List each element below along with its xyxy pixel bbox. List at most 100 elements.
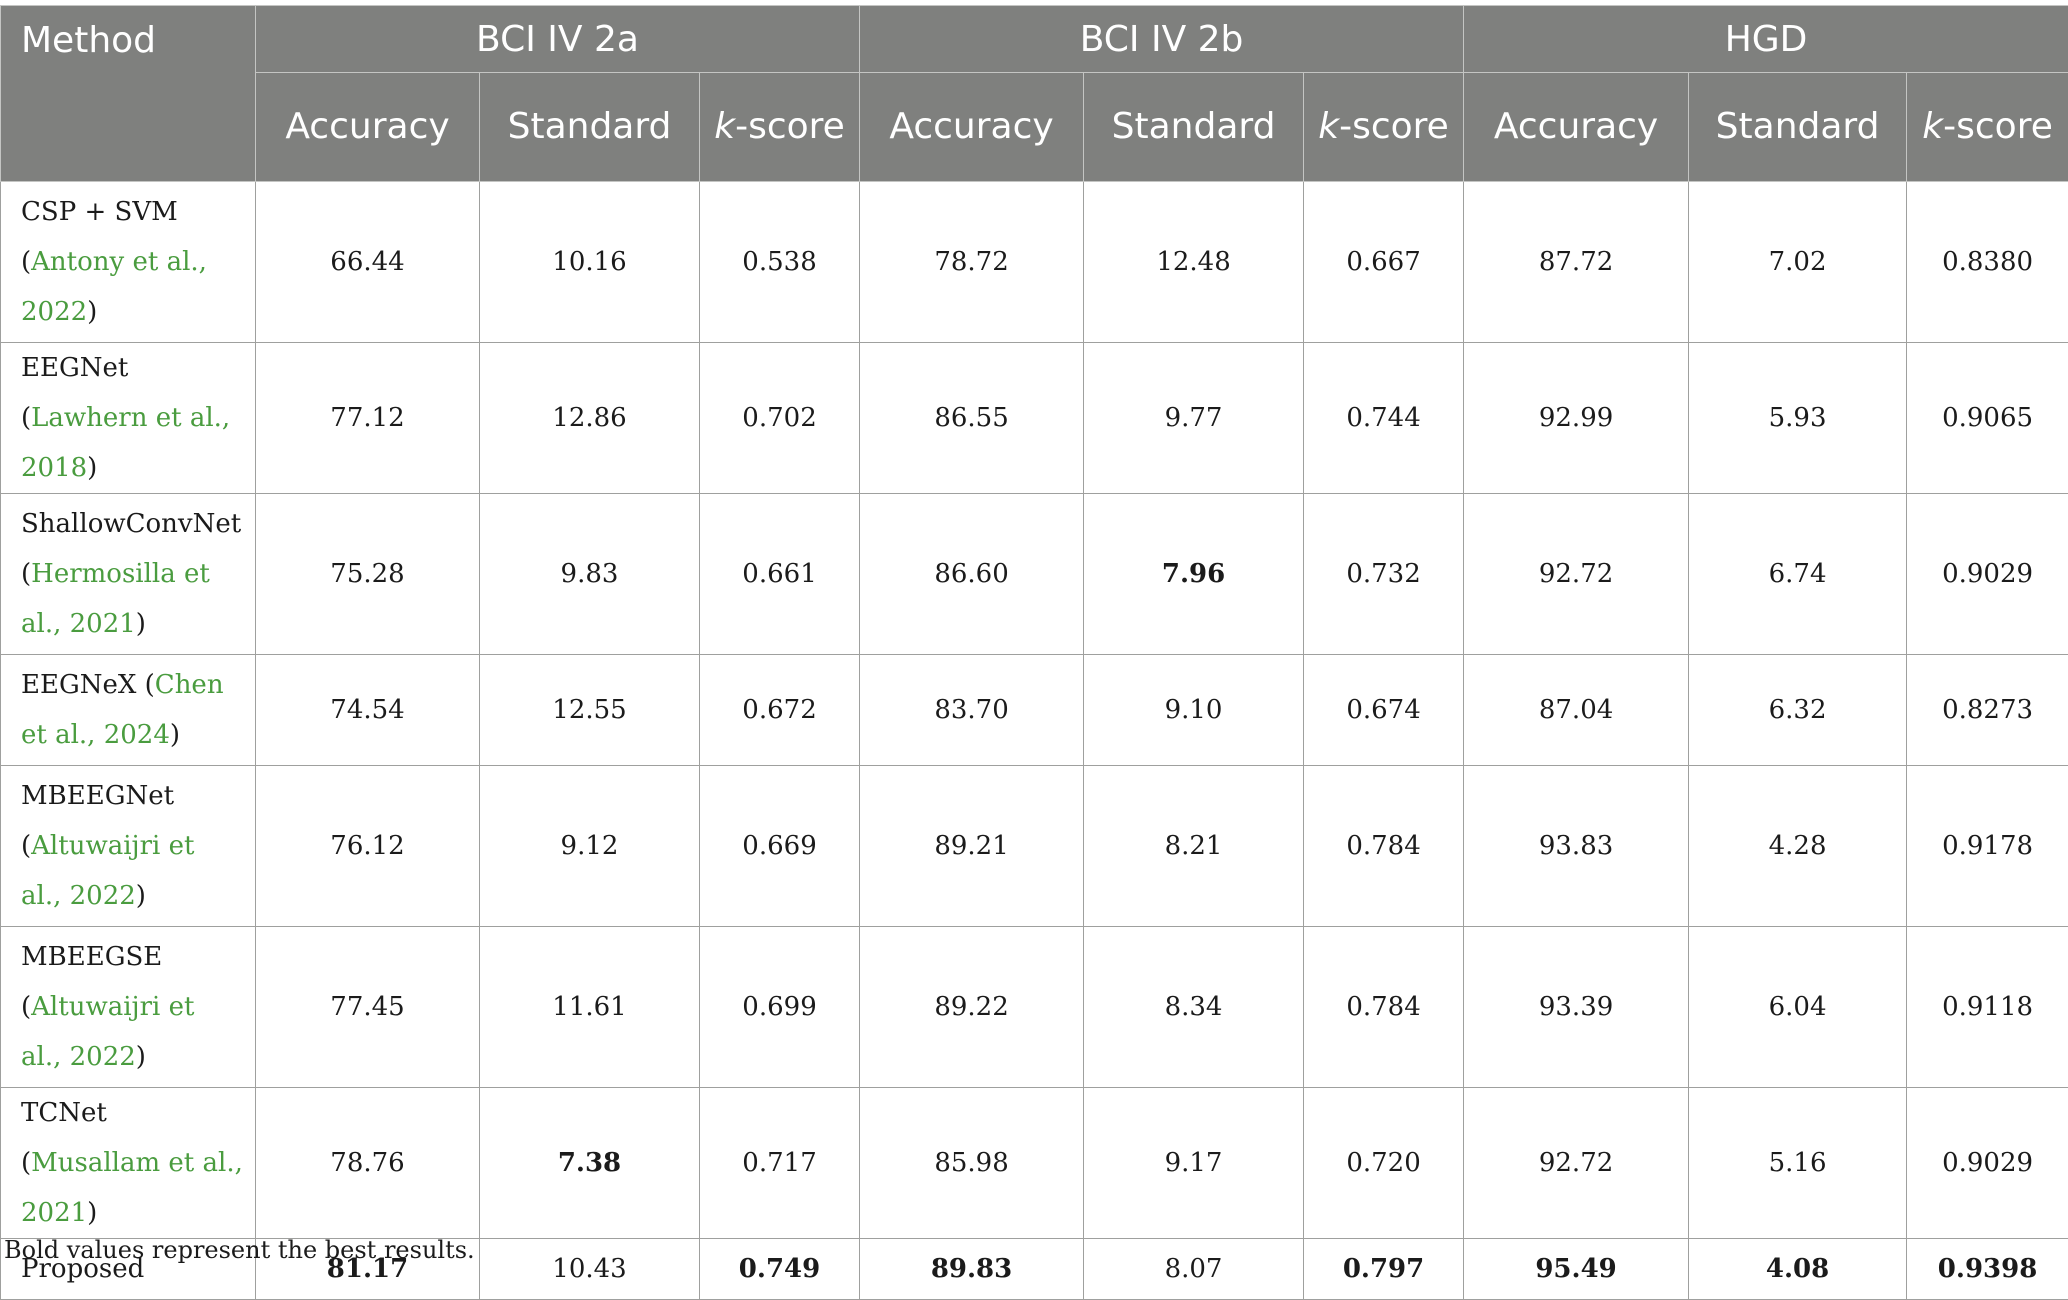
results-table: Method BCI IV 2a BCI IV 2b HGD Accuracy … bbox=[0, 5, 2068, 1300]
value-cell: 0.720 bbox=[1304, 1088, 1464, 1239]
value-cell: 0.669 bbox=[700, 766, 860, 927]
value-cell: 0.9118 bbox=[1907, 927, 2068, 1088]
value-cell: 8.07 bbox=[1084, 1239, 1304, 1300]
method-header: Method bbox=[1, 6, 256, 182]
table-row: EEGNeX (Chen et al., 2024) 74.54 12.55 0… bbox=[1, 655, 2068, 766]
group-header-bci-iv-2a: BCI IV 2a bbox=[256, 6, 860, 73]
value-cell: 8.21 bbox=[1084, 766, 1304, 927]
method-cell: ShallowConvNet(Hermosilla et al., 2021) bbox=[1, 494, 256, 655]
value-cell: 0.8273 bbox=[1907, 655, 2068, 766]
table-row: MBEEGSE(Altuwaijri et al., 2022) 77.45 1… bbox=[1, 927, 2068, 1088]
value-cell: 6.04 bbox=[1689, 927, 1907, 1088]
method-cell: MBEEGSE(Altuwaijri et al., 2022) bbox=[1, 927, 256, 1088]
table-header: Method BCI IV 2a BCI IV 2b HGD Accuracy … bbox=[1, 6, 2068, 182]
value-cell-best: 95.49 bbox=[1464, 1239, 1689, 1300]
table-footnote: Bold values represent the best results. bbox=[4, 1236, 475, 1264]
group-header-bci-iv-2b: BCI IV 2b bbox=[860, 6, 1464, 73]
table-row: TCNet (Musallam et al., 2021) 78.76 7.38… bbox=[1, 1088, 2068, 1239]
method-cell: CSP + SVM(Antony et al., 2022) bbox=[1, 182, 256, 343]
value-cell-best: 0.749 bbox=[700, 1239, 860, 1300]
value-cell-best: 0.9398 bbox=[1907, 1239, 2068, 1300]
value-cell: 0.667 bbox=[1304, 182, 1464, 343]
value-cell: 9.77 bbox=[1084, 343, 1304, 494]
value-cell: 74.54 bbox=[256, 655, 480, 766]
method-cell: EEGNeX (Chen et al., 2024) bbox=[1, 655, 256, 766]
value-cell: 0.717 bbox=[700, 1088, 860, 1239]
value-cell: 89.22 bbox=[860, 927, 1084, 1088]
value-cell: 93.39 bbox=[1464, 927, 1689, 1088]
value-cell: 66.44 bbox=[256, 182, 480, 343]
accuracy-header: Accuracy bbox=[256, 73, 480, 182]
value-cell: 78.76 bbox=[256, 1088, 480, 1239]
kscore-header: k-score bbox=[700, 73, 860, 182]
standard-header: Standard bbox=[1689, 73, 1907, 182]
citation-link[interactable]: Altuwaijri et al., 2022 bbox=[21, 831, 194, 911]
value-cell: 7.02 bbox=[1689, 182, 1907, 343]
value-cell: 92.72 bbox=[1464, 1088, 1689, 1239]
value-cell: 78.72 bbox=[860, 182, 1084, 343]
value-cell: 0.672 bbox=[700, 655, 860, 766]
value-cell: 87.72 bbox=[1464, 182, 1689, 343]
value-cell: 86.55 bbox=[860, 343, 1084, 494]
value-cell: 10.16 bbox=[480, 182, 700, 343]
value-cell: 0.699 bbox=[700, 927, 860, 1088]
value-cell: 11.61 bbox=[480, 927, 700, 1088]
value-cell: 0.8380 bbox=[1907, 182, 2068, 343]
value-cell: 8.34 bbox=[1084, 927, 1304, 1088]
value-cell: 9.10 bbox=[1084, 655, 1304, 766]
citation-link[interactable]: Altuwaijri et al., 2022 bbox=[21, 992, 194, 1072]
value-cell-best: 89.83 bbox=[860, 1239, 1084, 1300]
value-cell-best: 0.797 bbox=[1304, 1239, 1464, 1300]
table-row: MBEEGNet(Altuwaijri et al., 2022) 76.12 … bbox=[1, 766, 2068, 927]
value-cell: 77.45 bbox=[256, 927, 480, 1088]
value-cell: 9.83 bbox=[480, 494, 700, 655]
value-cell-best: 4.08 bbox=[1689, 1239, 1907, 1300]
standard-header: Standard bbox=[480, 73, 700, 182]
value-cell: 5.16 bbox=[1689, 1088, 1907, 1239]
standard-header: Standard bbox=[1084, 73, 1304, 182]
value-cell-best: 7.96 bbox=[1084, 494, 1304, 655]
table-body: CSP + SVM(Antony et al., 2022) 66.44 10.… bbox=[1, 182, 2068, 1300]
value-cell: 0.674 bbox=[1304, 655, 1464, 766]
value-cell: 12.86 bbox=[480, 343, 700, 494]
value-cell: 76.12 bbox=[256, 766, 480, 927]
method-cell: MBEEGNet(Altuwaijri et al., 2022) bbox=[1, 766, 256, 927]
table-row: ShallowConvNet(Hermosilla et al., 2021) … bbox=[1, 494, 2068, 655]
value-cell: 4.28 bbox=[1689, 766, 1907, 927]
value-cell: 92.72 bbox=[1464, 494, 1689, 655]
table-row: CSP + SVM(Antony et al., 2022) 66.44 10.… bbox=[1, 182, 2068, 343]
value-cell: 0.732 bbox=[1304, 494, 1464, 655]
value-cell: 77.12 bbox=[256, 343, 480, 494]
value-cell: 9.17 bbox=[1084, 1088, 1304, 1239]
citation-link[interactable]: Hermosilla et al., 2021 bbox=[21, 559, 210, 639]
accuracy-header: Accuracy bbox=[860, 73, 1084, 182]
value-cell: 83.70 bbox=[860, 655, 1084, 766]
value-cell: 9.12 bbox=[480, 766, 700, 927]
table-row: EEGNet (Lawhern et al., 2018) 77.12 12.8… bbox=[1, 343, 2068, 494]
value-cell: 85.98 bbox=[860, 1088, 1084, 1239]
value-cell: 0.9029 bbox=[1907, 494, 2068, 655]
value-cell: 86.60 bbox=[860, 494, 1084, 655]
value-cell: 0.784 bbox=[1304, 766, 1464, 927]
value-cell: 0.538 bbox=[700, 182, 860, 343]
citation-link[interactable]: Antony et al., 2022 bbox=[21, 247, 207, 327]
group-header-hgd: HGD bbox=[1464, 6, 2068, 73]
kscore-header: k-score bbox=[1304, 73, 1464, 182]
kscore-header: k-score bbox=[1907, 73, 2068, 182]
method-cell: EEGNet (Lawhern et al., 2018) bbox=[1, 343, 256, 494]
value-cell: 10.43 bbox=[480, 1239, 700, 1300]
value-cell: 92.99 bbox=[1464, 343, 1689, 494]
value-cell: 0.744 bbox=[1304, 343, 1464, 494]
value-cell: 0.9178 bbox=[1907, 766, 2068, 927]
citation-link[interactable]: Musallam et al., 2021 bbox=[21, 1148, 243, 1228]
accuracy-header: Accuracy bbox=[1464, 73, 1689, 182]
value-cell: 0.9029 bbox=[1907, 1088, 2068, 1239]
citation-link[interactable]: Lawhern et al., 2018 bbox=[21, 403, 230, 483]
value-cell: 0.702 bbox=[700, 343, 860, 494]
value-cell: 89.21 bbox=[860, 766, 1084, 927]
value-cell: 93.83 bbox=[1464, 766, 1689, 927]
value-cell: 0.661 bbox=[700, 494, 860, 655]
value-cell: 0.784 bbox=[1304, 927, 1464, 1088]
value-cell: 0.9065 bbox=[1907, 343, 2068, 494]
value-cell-best: 7.38 bbox=[480, 1088, 700, 1239]
